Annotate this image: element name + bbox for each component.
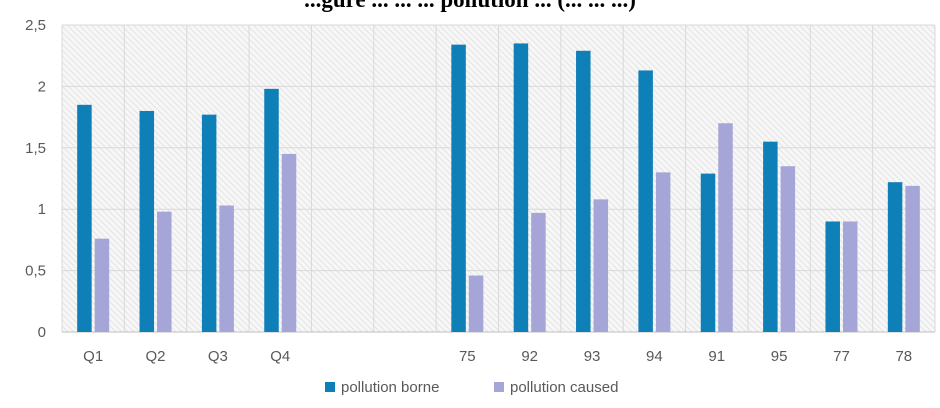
bar-pollution-borne: [638, 70, 653, 332]
bar-pollution-borne: [264, 88, 279, 332]
bar-pollution-caused: [157, 211, 172, 332]
x-tick-label: 78: [895, 348, 912, 365]
bar-pollution-caused: [219, 205, 234, 332]
bar-pollution-caused: [94, 238, 110, 332]
x-tick-label: Q4: [270, 348, 290, 365]
bar-pollution-borne: [576, 50, 591, 333]
y-tick-label: 2,5: [25, 17, 46, 34]
bar-pollution-borne: [139, 110, 155, 333]
bar-pollution-caused: [780, 166, 796, 332]
x-axis: Q1 Q2 Q3 Q4 75 92 93 94 91 95 77 78: [83, 348, 912, 365]
y-tick-label: 0,5: [25, 263, 46, 280]
bar-pollution-caused: [905, 185, 920, 332]
x-tick-label: 95: [771, 348, 788, 365]
x-tick-label: 93: [584, 348, 601, 365]
x-tick-label: 77: [833, 348, 850, 365]
bar-pollution-caused: [593, 199, 609, 332]
y-tick-label: 0: [38, 324, 46, 341]
x-tick-label: 94: [646, 348, 663, 365]
y-axis: 0 0,5 1 1,5 2 2,5: [25, 17, 46, 341]
legend-label: pollution borne: [341, 379, 439, 396]
legend-swatch: [494, 382, 504, 392]
bar-pollution-borne: [513, 43, 529, 333]
bar-pollution-borne: [763, 141, 778, 332]
bar-pollution-borne: [77, 104, 92, 332]
legend-label: pollution caused: [510, 379, 618, 396]
bar-pollution-borne: [201, 114, 217, 332]
x-tick-label: Q1: [83, 348, 103, 365]
bar-pollution-borne: [451, 44, 466, 332]
x-tick-label: Q2: [146, 348, 166, 365]
bar-pollution-caused: [531, 212, 546, 332]
bar-pollution-caused: [718, 123, 733, 333]
bar-pollution-caused: [655, 172, 671, 332]
bar-pollution-caused: [842, 221, 858, 332]
bars: [77, 43, 920, 333]
x-tick-label: Q3: [208, 348, 228, 365]
legend: pollution borne pollution caused: [325, 379, 618, 396]
bar-pollution-caused: [281, 153, 297, 332]
y-tick-label: 1: [38, 201, 46, 218]
x-tick-label: 75: [459, 348, 476, 365]
bar-pollution-borne: [887, 182, 903, 332]
bar-pollution-caused: [468, 275, 484, 332]
bar-pollution-borne: [825, 221, 840, 332]
x-tick-label: 91: [708, 348, 725, 365]
y-tick-label: 2: [38, 78, 46, 95]
y-tick-label: 1,5: [25, 140, 46, 157]
chart-title: ...gure ... ... ... pollution ... (... .…: [0, 0, 940, 13]
bar-pollution-borne: [700, 173, 716, 332]
legend-swatch: [325, 382, 335, 392]
x-tick-label: 92: [521, 348, 538, 365]
